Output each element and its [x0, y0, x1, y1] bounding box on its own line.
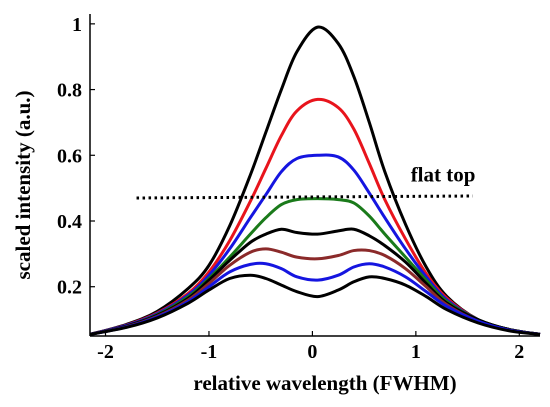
axes: [89, 14, 540, 337]
series-line-1: [89, 25, 541, 336]
y-ticks: 0.2 0.4 0.6 0.8 1: [57, 14, 95, 299]
x-tick-label: 2: [514, 341, 524, 363]
y-tick-label: 0.2: [57, 277, 82, 299]
x-tick-label: -2: [97, 341, 114, 363]
y-tick-label: 0.6: [57, 145, 82, 167]
y-tick-label: 0.8: [57, 80, 82, 102]
series-line-2: [89, 97, 541, 336]
plot-area: flat top -2 -1 0 1 2 0.2 0.4 0.6 0.8 1: [57, 14, 541, 363]
y-axis-label: scaled intensity (a.u.): [11, 90, 35, 279]
x-tick-label: 1: [411, 341, 421, 363]
flat-top-dotted-line: [136, 194, 473, 200]
series-line-8: [89, 273, 541, 336]
y-tick-label: 1: [72, 14, 82, 36]
y-tick-label: 0.4: [57, 211, 82, 233]
x-ticks: -2 -1 0 1 2: [97, 331, 524, 363]
x-tick-label: 0: [307, 341, 317, 363]
series-line-6: [89, 247, 541, 336]
series-layer: [89, 25, 541, 336]
series-line-7: [89, 261, 541, 336]
flat-top-annotation: flat top: [411, 163, 476, 187]
x-axis-label: relative wavelength (FWHM): [193, 371, 456, 395]
x-tick-label: -1: [201, 341, 218, 363]
